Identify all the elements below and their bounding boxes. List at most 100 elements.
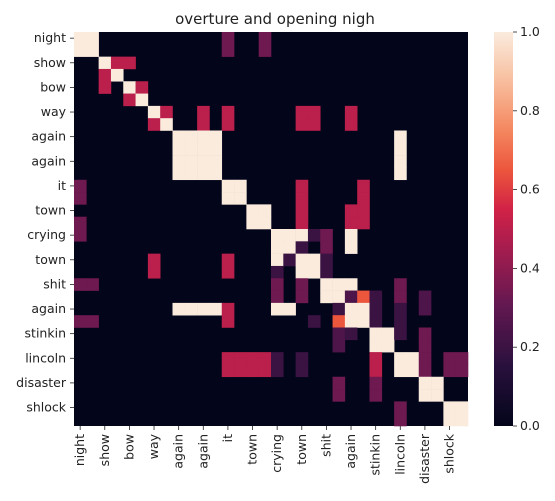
y-tick-label: night [34,30,66,45]
heatmap-cell [431,376,444,390]
heatmap-cell [332,290,346,304]
heatmap-cell [172,167,186,181]
heatmap-cell [197,105,210,119]
heatmap-cell [246,352,259,365]
heatmap-cell [135,93,149,107]
heatmap-cell [160,118,173,131]
x-tick-label: bow [121,434,136,460]
heatmap-cell [344,278,358,291]
heatmap-cell [344,302,358,316]
heatmap-cell [418,389,432,402]
heatmap-cell [258,364,272,378]
heatmap-cell [98,56,112,70]
heatmap-cell [344,216,358,230]
heatmap-cell [369,302,383,316]
heatmap-cell [221,32,235,45]
heatmap-cell [283,241,296,254]
heatmap-cell [283,253,296,267]
heatmap-cell [332,339,346,353]
heatmap-cell [197,302,210,316]
heatmap-cell [147,265,161,279]
x-tick-label: again [195,434,210,469]
heatmap-cell [258,216,272,230]
heatmap-cell [172,142,186,156]
x-tick-label: again [343,434,358,469]
heatmap-cell [295,105,309,119]
heatmap-cell [394,142,407,156]
heatmap-cell [246,204,259,217]
y-tick-label: crying [27,227,66,242]
heatmap-cell [357,302,370,316]
heatmap-cell [357,192,370,205]
heatmap-cell [344,105,358,119]
heatmap-cell [394,155,407,168]
colorbar-tick-label: 0.2 [520,339,540,354]
heatmap-cell [246,364,259,378]
heatmap-cell [258,32,272,45]
heatmap-cell [258,44,272,57]
heatmap-cell [332,389,346,402]
heatmap-cell [221,105,235,119]
heatmap-cell [418,302,432,316]
x-tick-label: it [220,434,235,442]
x-tick-label: crying [269,434,284,473]
heatmap-cell [295,241,309,254]
heatmap-cell [357,290,370,304]
heatmap-cell [221,364,235,378]
heatmap-cell [307,105,321,119]
heatmap-cell [295,253,309,267]
heatmap-cell [221,44,235,57]
heatmap-cell [455,413,469,427]
heatmap-cell [221,179,235,193]
heatmap-cell [332,376,346,390]
heatmap-cell [295,364,309,378]
colorbar-tick-label: 0.0 [520,418,540,433]
heatmap-cell [74,192,87,205]
heatmap-cell [160,105,173,119]
heatmap-cell [172,155,186,168]
x-tick-label: night [72,434,87,466]
heatmap-cell [369,315,383,328]
heatmap-cell [123,56,136,70]
heatmap-cell [86,278,99,291]
heatmap-cell [295,192,309,205]
heatmap-cell [394,315,407,328]
heatmap-cell [197,155,210,168]
heatmap-cell [344,118,358,131]
x-tick-label: disaster [417,433,432,484]
x-tick-label: stinkin [368,434,383,475]
heatmap-cell [394,290,407,304]
y-tick-label: stinkin [25,326,66,341]
heatmap-cell [197,118,210,131]
heatmap-cell [369,327,383,341]
heatmap-cell [369,339,383,353]
heatmap-cell [74,315,87,328]
y-tick-label: bow [40,79,66,94]
heatmap-cell [455,352,469,365]
heatmap-cell [443,364,456,378]
heatmap-cell [147,105,161,119]
heatmap-cell [234,179,247,193]
heatmap-cell [369,352,383,365]
heatmap-cell [271,290,284,304]
x-tick-labels: night show bow way again again it town crying tow… [72,426,457,484]
heatmap-cell [344,327,358,341]
heatmap-cell [406,352,420,365]
heatmap-cell [234,352,247,365]
heatmap-cell [197,167,210,181]
y-tick-labels: night show bow way again again it town crying tow… [16,30,74,415]
heatmap-cell [283,302,296,316]
heatmap-cell [221,192,235,205]
heatmap-cell [74,44,87,57]
y-tick-label: disaster [16,375,67,390]
heatmap-cell [344,290,358,304]
heatmap-cell [295,265,309,279]
heatmap-cell [221,302,235,316]
heatmap-cell [320,229,333,242]
y-tick-label: again [31,129,66,144]
heatmap-cell [369,290,383,304]
y-tick-label: way [41,104,67,119]
heatmap-cell [271,253,284,267]
heatmap-cell [357,179,370,193]
